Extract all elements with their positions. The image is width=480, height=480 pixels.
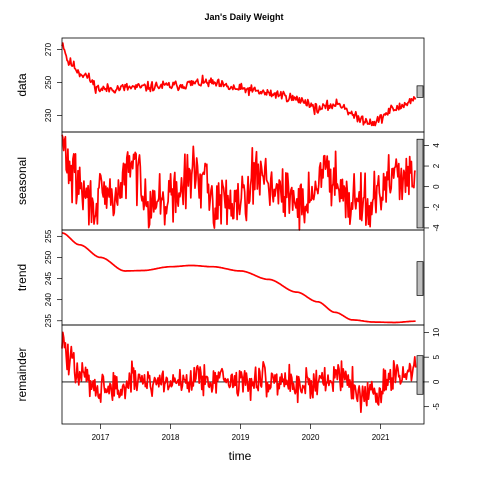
remainder-ytick-label: -5 (432, 403, 441, 411)
trend-ytick-label: 240 (44, 292, 53, 306)
x-tick-label: 2018 (162, 433, 180, 442)
seasonal-range-bar (417, 139, 423, 228)
remainder-panel-frame (62, 325, 424, 424)
panel-seasonal: -4 -2 0 2 4 seasonal (15, 132, 441, 231)
seasonal-panel-label: seasonal (15, 157, 29, 205)
trend-ytick-label: 245 (44, 271, 53, 285)
remainder-range-bar (417, 356, 423, 395)
data-ytick-label: 230 (44, 108, 53, 122)
trend-ytick-label: 255 (44, 229, 53, 243)
trend-panel-frame (62, 230, 424, 325)
remainder-series-line (62, 332, 416, 412)
trend-panel-label: trend (15, 264, 29, 291)
data-ytick-label: 270 (44, 42, 53, 56)
data-ytick-label: 250 (44, 75, 53, 89)
data-panel-frame (62, 38, 424, 132)
panel-remainder: -5 0 5 10 remainder (15, 325, 441, 424)
seasonal-ytick-label: 0 (432, 184, 441, 189)
remainder-ytick-label: 10 (432, 327, 441, 336)
seasonal-series-line (62, 135, 416, 230)
trend-range-bar (417, 262, 423, 296)
x-axis: 2017 2018 2019 2020 2021 (92, 424, 390, 442)
x-tick-label: 2021 (372, 433, 390, 442)
x-tick-label: 2019 (232, 433, 250, 442)
trend-ytick-label: 250 (44, 250, 53, 264)
seasonal-ytick-label: 2 (432, 163, 441, 168)
trend-series-line (62, 233, 416, 323)
panel-data: 230 250 270 data (15, 38, 424, 132)
panel-trend: 235 240 245 250 255 trend (15, 229, 424, 327)
x-tick-label: 2017 (92, 433, 110, 442)
data-series-line (62, 43, 416, 125)
data-range-bar (417, 86, 423, 98)
panels-group: 230 250 270 data -4 -2 0 2 4 seasonal 235 240 245 250… (15, 38, 441, 424)
seasonal-ytick-label: -4 (432, 224, 441, 232)
seasonal-ytick-label: 4 (432, 143, 441, 148)
remainder-ytick-label: 0 (432, 379, 441, 384)
data-panel-label: data (15, 73, 29, 97)
x-tick-label: 2020 (302, 433, 320, 442)
trend-ytick-label: 235 (44, 314, 53, 328)
remainder-panel-label: remainder (15, 347, 29, 401)
seasonal-ytick-label: -2 (432, 203, 441, 211)
chart-title: Jan's Daily Weight (205, 12, 284, 22)
remainder-ytick-label: 5 (432, 354, 441, 359)
x-axis-label: time (229, 449, 252, 463)
